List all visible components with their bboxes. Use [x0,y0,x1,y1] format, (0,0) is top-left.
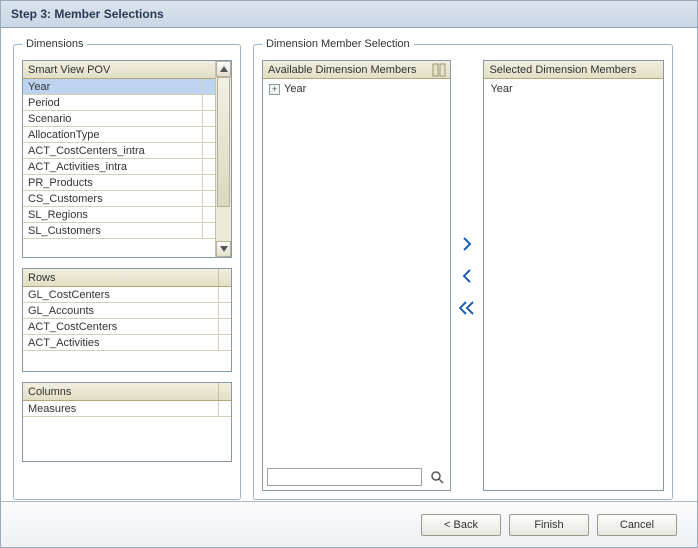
pov-item-cs-customers[interactable]: CS_Customers [23,191,215,207]
rows-header: Rows [23,269,231,287]
pov-item-act-activities-intra[interactable]: ACT_Activities_intra [23,159,215,175]
dimensions-group: Dimensions Smart View POV Year Period Sc… [13,38,241,500]
pov-item-pr-products[interactable]: PR_Products [23,175,215,191]
tree-node-year[interactable]: + Year [267,81,446,97]
member-selection-group: Dimension Member Selection Available Dim… [253,38,673,500]
pov-header: Smart View POV [23,61,231,79]
tree-node-label: Year [284,83,306,95]
finish-button[interactable]: Finish [509,514,589,536]
available-members-panel: Available Dimension Members + Year [262,60,451,491]
rows-item-act-activities[interactable]: ACT_Activities [23,335,231,351]
pov-item-sl-regions[interactable]: SL_Regions [23,207,215,223]
pov-item-allocationtype[interactable]: AllocationType [23,127,215,143]
pov-item-period[interactable]: Period [23,95,215,111]
wizard-footer: < Back Finish Cancel [1,501,697,547]
pov-listbox[interactable]: Smart View POV Year Period Scenario Allo… [22,60,232,258]
move-all-left-button[interactable] [458,299,476,317]
column-options-icon[interactable] [432,63,446,77]
search-button[interactable] [428,468,446,486]
expand-icon[interactable]: + [269,84,280,95]
double-chevron-left-icon [459,301,475,315]
scroll-up-button[interactable] [216,61,231,77]
selected-item-label: Year [490,83,512,95]
back-button[interactable]: < Back [421,514,501,536]
rows-item-act-costcenters[interactable]: ACT_CostCenters [23,319,231,335]
available-header-label: Available Dimension Members [268,64,416,76]
chevron-left-icon [461,269,473,283]
pov-item-act-costcenters-intra[interactable]: ACT_CostCenters_intra [23,143,215,159]
selected-members-panel: Selected Dimension Members Year [483,60,664,491]
rows-item-gl-costcenters[interactable]: GL_CostCenters [23,287,231,303]
columns-header: Columns [23,383,231,401]
rows-header-label: Rows [28,272,56,284]
selected-header: Selected Dimension Members [484,61,663,79]
available-header: Available Dimension Members [263,61,450,79]
rows-listbox[interactable]: Rows GL_CostCenters GL_Accounts ACT_Cost… [22,268,232,372]
cancel-button[interactable]: Cancel [597,514,677,536]
scroll-thumb[interactable] [217,77,230,207]
scroll-down-button[interactable] [216,241,231,257]
selected-item-year[interactable]: Year [488,81,659,97]
pov-header-label: Smart View POV [28,64,110,76]
chevron-right-icon [461,237,473,251]
columns-item-measures[interactable]: Measures [23,401,231,417]
pov-item-scenario[interactable]: Scenario [23,111,215,127]
wizard-title: Step 3: Member Selections [1,1,697,28]
pov-item-year[interactable]: Year [23,79,215,95]
selected-list[interactable]: Year [484,79,663,490]
rows-item-gl-accounts[interactable]: GL_Accounts [23,303,231,319]
transfer-buttons [457,60,477,491]
move-left-button[interactable] [458,267,476,285]
pov-item-sl-customers[interactable]: SL_Customers [23,223,215,239]
columns-listbox[interactable]: Columns Measures [22,382,232,462]
columns-header-label: Columns [28,386,71,398]
available-tree[interactable]: + Year [263,79,450,466]
move-right-button[interactable] [458,235,476,253]
chevron-down-icon [220,246,228,252]
member-selection-legend: Dimension Member Selection [262,38,414,50]
dimensions-legend: Dimensions [22,38,87,50]
pov-scrollbar[interactable] [215,61,231,257]
search-icon [430,470,444,484]
chevron-up-icon [220,66,228,72]
selected-header-label: Selected Dimension Members [489,64,636,76]
member-search-input[interactable] [267,468,422,486]
